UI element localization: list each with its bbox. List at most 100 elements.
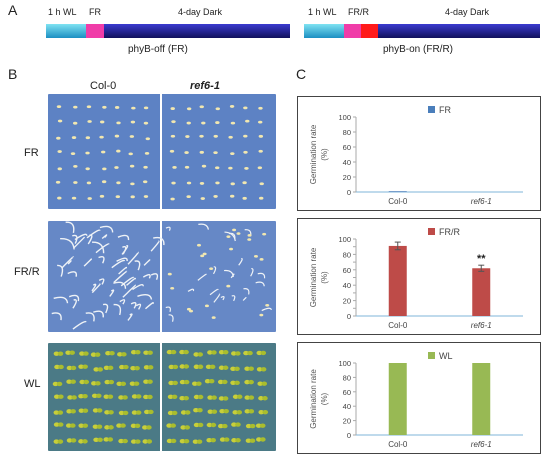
cotyledon (79, 379, 86, 385)
significance-annotation: ** (477, 253, 486, 265)
cotyledon (197, 364, 204, 369)
cotyledon (57, 439, 64, 444)
seedling (73, 236, 85, 249)
seed (171, 120, 176, 124)
cotyledon (207, 350, 213, 355)
seedling (250, 267, 254, 277)
cotyledon (103, 437, 110, 442)
cotyledon (183, 349, 189, 355)
row-label-fr: FR (24, 147, 39, 159)
y-tick-label: 0 (347, 188, 351, 197)
seedling (111, 259, 126, 269)
cotyledon (196, 381, 202, 386)
seedling (137, 294, 153, 300)
y-tick-label: 40 (343, 281, 351, 290)
seed (228, 135, 233, 139)
seedling (120, 276, 135, 287)
cotyledon (219, 437, 226, 442)
cotyledon (217, 379, 224, 385)
seed (130, 182, 135, 186)
seed (99, 194, 105, 198)
seedling (142, 273, 151, 279)
cotyledon (133, 381, 140, 386)
seed (129, 164, 135, 168)
seed (143, 121, 149, 125)
cotyledon (166, 438, 173, 444)
cotyledon (83, 379, 90, 385)
timeline-off-caption: phyB-off (FR) (128, 44, 188, 55)
seed (185, 135, 190, 138)
cotyledon (209, 364, 216, 370)
seedling (67, 271, 78, 277)
cotyledon (135, 394, 142, 399)
timeline-on-red-segment (361, 24, 378, 38)
cotyledon (196, 439, 203, 444)
seed (199, 182, 205, 185)
cotyledon (94, 352, 101, 357)
seed (242, 196, 247, 200)
seed (259, 196, 264, 200)
cotyledon (244, 395, 251, 400)
cotyledon (256, 367, 263, 372)
cotyledon (70, 438, 77, 443)
cotyledon (142, 425, 148, 430)
cotyledon (207, 409, 214, 414)
cotyledon (262, 396, 268, 401)
cotyledon (210, 437, 216, 443)
cotyledon (221, 379, 228, 385)
bar-col-0 (388, 245, 407, 316)
cotyledon (65, 423, 72, 428)
cotyledon (143, 379, 149, 384)
legend-swatch (428, 352, 435, 359)
cotyledon (248, 395, 255, 400)
cotyledon (66, 409, 72, 414)
seedling (197, 273, 208, 281)
cotyledon (218, 423, 224, 429)
legend-swatch (428, 228, 435, 235)
cotyledon (116, 381, 123, 386)
cotyledon (255, 423, 262, 428)
cotyledon (122, 395, 128, 400)
cotyledon (56, 381, 63, 387)
cotyledon (107, 394, 114, 399)
timeline-off-fr-segment (86, 24, 104, 38)
seedling (65, 221, 75, 234)
cotyledon (93, 367, 100, 372)
seed (170, 134, 176, 138)
seed (55, 180, 61, 184)
cotyledon (183, 364, 190, 369)
cotyledon (67, 395, 73, 400)
seed (172, 165, 177, 169)
cotyledon (134, 423, 141, 429)
cotyledon (104, 379, 111, 385)
cotyledon (231, 438, 237, 443)
cotyledon (236, 410, 243, 415)
seedling (209, 288, 219, 296)
seedling (98, 278, 105, 285)
cotyledon (235, 422, 241, 427)
seed (243, 106, 248, 110)
cotyledon (245, 438, 252, 443)
cotyledon (107, 437, 114, 442)
cotyledon (118, 395, 124, 400)
panel-label-a: A (8, 2, 18, 18)
bar-col-0 (388, 191, 407, 192)
cotyledon (168, 380, 174, 386)
cotyledon (257, 381, 264, 386)
cotyledon (146, 425, 152, 430)
cotyledon (82, 408, 89, 413)
row-label-frr: FR/R (14, 266, 40, 278)
seedling (102, 303, 109, 314)
cotyledon (120, 423, 126, 428)
chart-frr-svg: Germination rate (%) 0 20 40 60 80 100 Col-0 ref6… (309, 227, 523, 330)
cotyledon (57, 410, 64, 415)
seedling (60, 237, 75, 250)
seed (236, 232, 241, 235)
bar-ref6-1 (472, 363, 491, 435)
seed (258, 106, 263, 110)
seedling-photo-fr (48, 94, 276, 209)
cotyledon (244, 409, 251, 414)
seed (243, 150, 248, 154)
seed (57, 119, 63, 123)
column-label-ref6: ref6-1 (190, 80, 220, 92)
